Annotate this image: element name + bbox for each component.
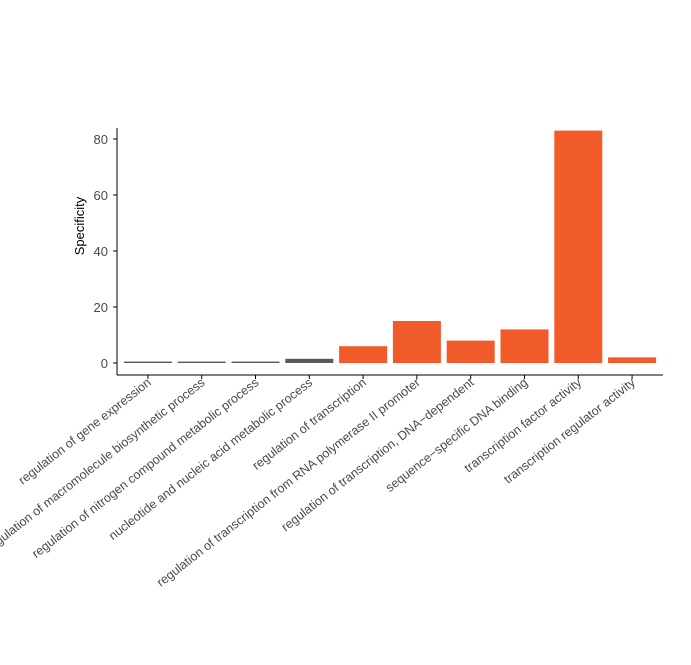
x-tick-label-3: nucleotide and nucleic acid metabolic pr… [106, 375, 315, 543]
bar-3 [285, 358, 334, 363]
y-axis-title: Specificity [72, 196, 87, 255]
bar-1 [177, 361, 226, 363]
bar-4 [339, 346, 388, 363]
x-ticks-group: regulation of gene expressionregulation … [0, 375, 639, 590]
bar-5 [392, 321, 441, 363]
y-ticks-group: 0 20 40 60 80 [94, 132, 117, 371]
bar-8 [554, 130, 603, 363]
y-tick-label-1: 20 [94, 300, 108, 315]
y-tick-label-0: 0 [101, 356, 108, 371]
bar-7 [500, 329, 549, 363]
y-tick-label-2: 40 [94, 244, 108, 259]
bar-6 [446, 340, 495, 363]
y-tick-label-4: 80 [94, 132, 108, 147]
x-tick-label-5: regulation of transcription from RNA pol… [154, 375, 423, 589]
y-tick-label-3: 60 [94, 188, 108, 203]
bar-9 [608, 357, 657, 363]
bar-2 [231, 361, 280, 363]
bars-group [123, 130, 657, 363]
bar-0 [123, 361, 172, 363]
x-tick-label-6: regulation of transcription, DNA−depende… [279, 375, 477, 534]
